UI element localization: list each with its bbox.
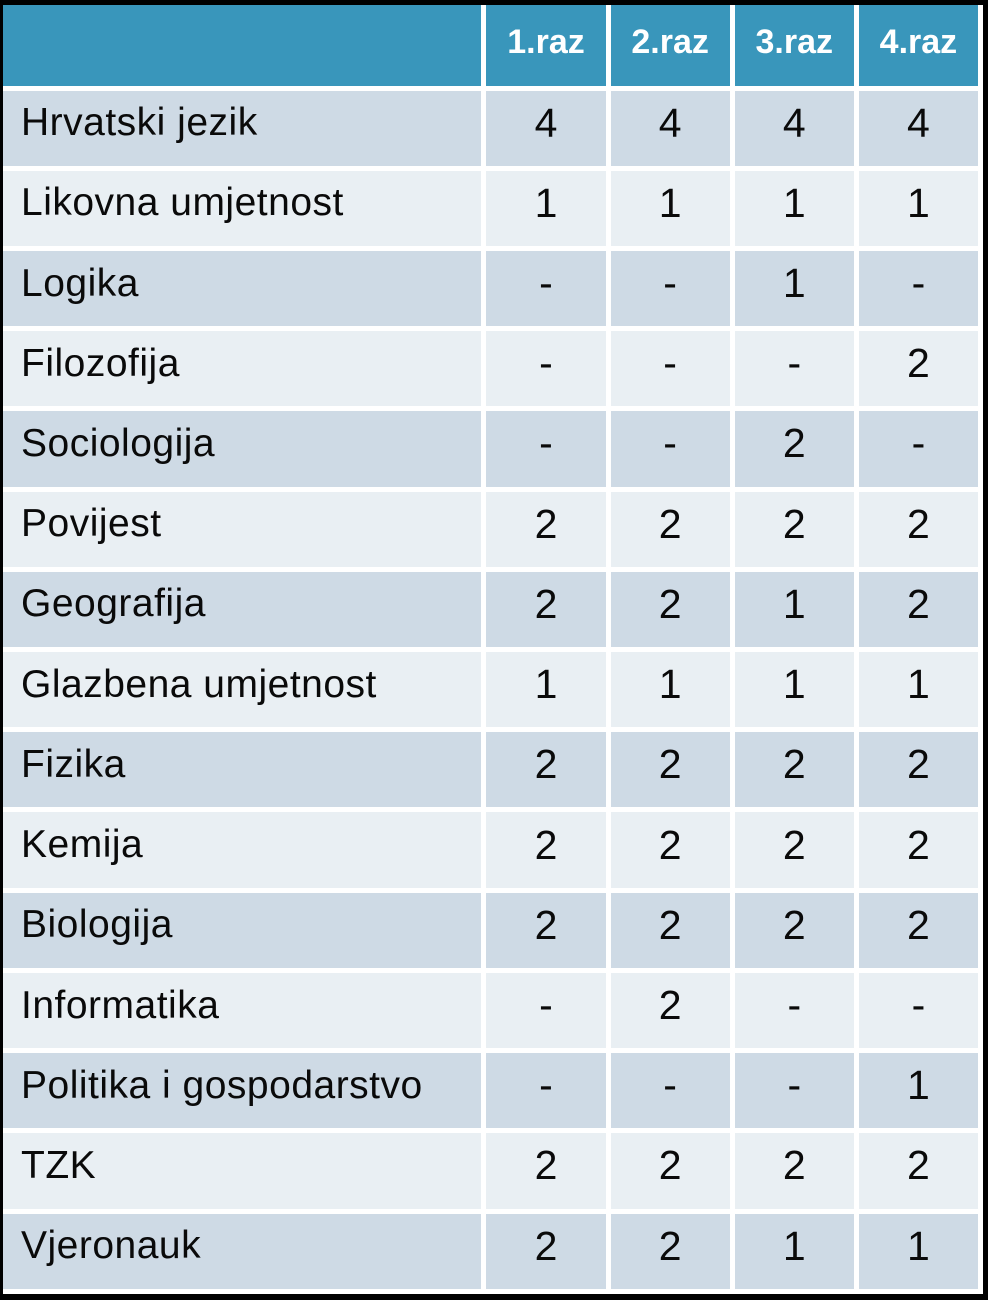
value-cell: 2: [608, 729, 735, 813]
value-cell: 2: [856, 809, 983, 893]
value-cell: 2: [483, 729, 611, 813]
subject-cell: Povijest: [3, 489, 487, 572]
value-cell: -: [732, 328, 859, 412]
value-cell: 2: [856, 489, 983, 572]
value-cell: 2: [732, 729, 859, 813]
subject-cell: Vjeronauk: [3, 1211, 487, 1294]
value-cell: 1: [856, 1050, 983, 1134]
table-row: Glazbena umjetnost 1 1 1 1: [3, 649, 983, 733]
table-row: Geografija 2 2 1 2: [3, 569, 983, 653]
value-cell: -: [608, 248, 735, 332]
value-cell: 4: [856, 88, 983, 171]
value-cell: 1: [856, 168, 983, 251]
table-row: Fizika 2 2 2 2: [3, 729, 983, 813]
table-row: Vjeronauk 2 2 1 1: [3, 1211, 983, 1294]
value-cell: 2: [856, 328, 983, 412]
subject-cell: Sociologija: [3, 408, 487, 492]
subject-cell: Politika i gospodarstvo: [3, 1050, 487, 1134]
value-cell: -: [483, 408, 611, 492]
value-cell: 1: [732, 1211, 859, 1294]
header-row: 1.raz 2.raz 3.raz 4.raz: [3, 5, 983, 91]
value-cell: 2: [608, 1130, 735, 1214]
subject-cell: Filozofija: [3, 328, 487, 412]
subject-cell: Geografija: [3, 569, 487, 653]
column-header-2raz: 2.raz: [608, 5, 735, 91]
subject-cell: Glazbena umjetnost: [3, 649, 487, 733]
value-cell: -: [608, 1050, 735, 1134]
curriculum-table: 1.raz 2.raz 3.raz 4.raz Hrvatski jezik 4 4 4 4 L…: [3, 5, 983, 1294]
subject-cell: Hrvatski jezik: [3, 88, 487, 171]
table-body: Hrvatski jezik 4 4 4 4 Likovna umjetnost 1 1 1 1 L…: [3, 88, 983, 1294]
subject-cell: Logika: [3, 248, 487, 332]
value-cell: 2: [732, 890, 859, 973]
value-cell: 1: [732, 168, 859, 251]
value-cell: 1: [732, 649, 859, 733]
value-cell: 1: [856, 1211, 983, 1294]
value-cell: -: [856, 248, 983, 332]
value-cell: -: [856, 970, 983, 1054]
value-cell: 2: [483, 1211, 611, 1294]
value-cell: 2: [483, 1130, 611, 1214]
value-cell: -: [732, 1050, 859, 1134]
value-cell: -: [483, 1050, 611, 1134]
table-row: Sociologija - -2-: [3, 408, 983, 492]
table-row: Filozofija - - -2: [3, 328, 983, 412]
value-cell: 2: [732, 809, 859, 893]
subject-cell: Informatika: [3, 970, 487, 1054]
value-cell: 2: [608, 1211, 735, 1294]
value-cell: -: [856, 408, 983, 492]
value-cell: 2: [732, 408, 859, 492]
value-cell: 2: [483, 809, 611, 893]
value-cell: 4: [483, 88, 611, 171]
value-cell: -: [483, 248, 611, 332]
value-cell: 2: [483, 489, 611, 572]
table-row: Povijest 2 2 2 2: [3, 489, 983, 572]
table-row: Biologija 2 2 2 2: [3, 890, 983, 973]
column-header-3raz: 3.raz: [732, 5, 859, 91]
value-cell: 2: [608, 809, 735, 893]
value-cell: 1: [483, 168, 611, 251]
value-cell: 2: [608, 569, 735, 653]
subject-cell: TZK: [3, 1130, 487, 1214]
column-header-1raz: 1.raz: [483, 5, 611, 91]
value-cell: 1: [483, 649, 611, 733]
value-cell: -: [608, 408, 735, 492]
table-row: Logika - -1-: [3, 248, 983, 332]
table-row: Hrvatski jezik 4 4 4 4: [3, 88, 983, 171]
value-cell: 2: [732, 1130, 859, 1214]
column-header-4raz: 4.raz: [856, 5, 983, 91]
value-cell: 4: [608, 88, 735, 171]
value-cell: 2: [483, 569, 611, 653]
value-cell: 1: [856, 649, 983, 733]
value-cell: -: [732, 970, 859, 1054]
value-cell: 2: [856, 1130, 983, 1214]
value-cell: 2: [483, 890, 611, 973]
value-cell: 2: [732, 489, 859, 572]
corner-header-cell: [3, 5, 487, 91]
value-cell: 2: [608, 890, 735, 973]
value-cell: -: [608, 328, 735, 412]
value-cell: -: [483, 970, 611, 1054]
value-cell: 2: [856, 569, 983, 653]
value-cell: -: [483, 328, 611, 412]
value-cell: 1: [608, 649, 735, 733]
value-cell: 2: [608, 489, 735, 572]
value-cell: 1: [732, 248, 859, 332]
value-cell: 2: [608, 970, 735, 1054]
table-row: Likovna umjetnost 1 1 1 1: [3, 168, 983, 251]
table-row: Kemija 2 2 2 2: [3, 809, 983, 893]
value-cell: 2: [856, 890, 983, 973]
value-cell: 1: [732, 569, 859, 653]
value-cell: 2: [856, 729, 983, 813]
subject-cell: Biologija: [3, 890, 487, 973]
table-row: TZK 2 2 2 2: [3, 1130, 983, 1214]
table-row: Politika i gospodarstvo - - -1: [3, 1050, 983, 1134]
value-cell: 1: [608, 168, 735, 251]
subject-cell: Likovna umjetnost: [3, 168, 487, 251]
table-row: Informatika -2- -: [3, 970, 983, 1054]
subject-cell: Kemija: [3, 809, 487, 893]
subject-cell: Fizika: [3, 729, 487, 813]
value-cell: 4: [732, 88, 859, 171]
